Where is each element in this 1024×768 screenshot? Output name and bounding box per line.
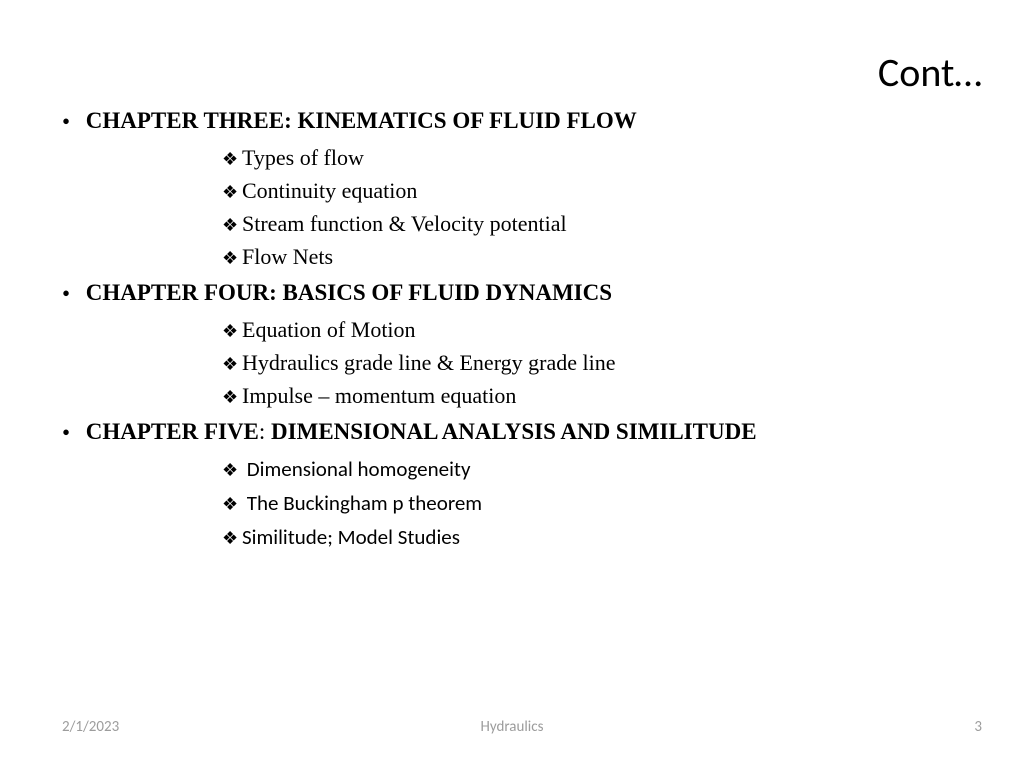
chapter-name: KINEMATICS OF FLUID FLOW xyxy=(297,108,636,133)
chapter-prefix: CHAPTER FOUR xyxy=(86,280,269,305)
list-item-label: Continuity equation xyxy=(242,178,417,203)
diamond-icon: ❖ xyxy=(222,348,242,380)
chapter-sep: : xyxy=(284,108,297,133)
chapter-prefix: CHAPTER FIVE xyxy=(86,419,259,444)
chapter-name: DIMENSIONAL ANALYSIS AND SIMILITUDE xyxy=(271,419,756,444)
list-item: ❖ Dimensional homogeneity xyxy=(222,453,962,487)
chapter-heading: • CHAPTER FIVE: DIMENSIONAL ANALYSIS AND… xyxy=(62,419,962,447)
footer-page-number: 3 xyxy=(974,718,982,736)
slide-title: Cont… xyxy=(878,48,982,97)
list-item: ❖Similitude; Model Studies xyxy=(222,521,962,555)
diamond-icon: ❖ xyxy=(222,242,242,274)
list-item-label: Hydraulics grade line & Energy grade lin… xyxy=(242,350,615,375)
list-item-label: Flow Nets xyxy=(242,244,333,269)
list-item: ❖Hydraulics grade line & Energy grade li… xyxy=(222,347,962,380)
list-item-label: Similitude; Model Studies xyxy=(242,524,460,550)
slide-content: • CHAPTER THREE: KINEMATICS OF FLUID FLO… xyxy=(62,108,962,561)
diamond-icon: ❖ xyxy=(222,209,242,241)
diamond-icon: ❖ xyxy=(222,381,242,413)
list-item-label: The Buckingham p theorem xyxy=(242,490,482,516)
list-item: ❖Impulse – momentum equation xyxy=(222,380,962,413)
chapter-prefix: CHAPTER THREE xyxy=(86,108,284,133)
chapter-sep: : xyxy=(269,280,282,305)
chapter-name: BASICS OF FLUID DYNAMICS xyxy=(283,280,613,305)
diamond-icon: ❖ xyxy=(222,315,242,347)
chapter-sep: : xyxy=(259,419,271,444)
diamond-icon: ❖ xyxy=(222,522,242,555)
diamond-icon: ❖ xyxy=(222,176,242,208)
footer-subject: Hydraulics xyxy=(0,718,1024,736)
list-item: ❖ The Buckingham p theorem xyxy=(222,487,962,521)
list-item: ❖Continuity equation xyxy=(222,175,962,208)
chapter-heading: • CHAPTER FOUR: BASICS OF FLUID DYNAMICS xyxy=(62,280,962,308)
list-item: ❖Stream function & Velocity potential xyxy=(222,208,962,241)
sub-list: ❖ Dimensional homogeneity ❖ The Buckingh… xyxy=(222,453,962,555)
list-item: ❖Equation of Motion xyxy=(222,314,962,347)
list-item-label: Stream function & Velocity potential xyxy=(242,211,567,236)
list-item-label: Dimensional homogeneity xyxy=(242,456,470,482)
diamond-icon: ❖ xyxy=(222,454,242,487)
list-item-label: Impulse – momentum equation xyxy=(242,383,516,408)
list-item: ❖Flow Nets xyxy=(222,241,962,274)
chapter-heading: • CHAPTER THREE: KINEMATICS OF FLUID FLO… xyxy=(62,108,962,136)
diamond-icon: ❖ xyxy=(222,143,242,175)
sub-list: ❖Types of flow ❖Continuity equation ❖Str… xyxy=(222,142,962,274)
list-item-label: Types of flow xyxy=(242,145,364,170)
sub-list: ❖Equation of Motion ❖Hydraulics grade li… xyxy=(222,314,962,413)
bullet-icon: • xyxy=(62,419,80,447)
list-item: ❖Types of flow xyxy=(222,142,962,175)
bullet-icon: • xyxy=(62,108,80,136)
list-item-label: Equation of Motion xyxy=(242,317,416,342)
bullet-icon: • xyxy=(62,280,80,308)
diamond-icon: ❖ xyxy=(222,488,242,521)
